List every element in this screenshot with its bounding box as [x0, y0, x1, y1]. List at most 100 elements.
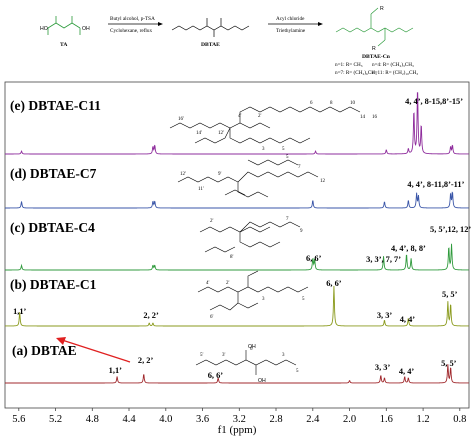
structure-dbtae-numbers: 5' 3' 6 3 5 OH OH: [200, 344, 299, 384]
x-tick-label: 2.4: [306, 414, 320, 425]
step1-condition: Cyclohexane, reflux: [110, 27, 152, 34]
peak-label-dbtae-1: 6, 6’: [208, 371, 224, 380]
svg-text:2': 2': [258, 114, 262, 119]
peak-label-c11-0: 4, 4’, 8-15,8’-15’: [405, 97, 463, 106]
svg-text:2': 2': [210, 219, 214, 224]
svg-text:16: 16: [372, 115, 378, 120]
panel-label-a: (a) DBTAE: [12, 343, 77, 358]
r-def-1: n=1: R= CH₃: [335, 62, 363, 68]
svg-text:7: 7: [286, 217, 289, 222]
ta-oh-right: OH: [82, 26, 90, 32]
peak-label-c4-2: 4, 4’, 8, 8’: [391, 244, 426, 253]
svg-text:10: 10: [350, 101, 356, 106]
x-tick-label: 4.0: [159, 414, 172, 425]
peak-label-dbtae-2: 3, 3’: [375, 363, 391, 372]
x-tick-label: 3.6: [196, 414, 209, 425]
dbtae-scheme-label: DBTAE: [201, 42, 220, 48]
svg-text:OH: OH: [248, 344, 256, 350]
reaction-arrow-1-head: [158, 22, 163, 26]
annotation-layer: 4, 4’, 8-15,8’-15’ 4, 4’, 8-11,8’-11’ 6, 6…: [13, 97, 471, 380]
r-def-2: n=4: R= (CH₂)₃CH₃: [372, 61, 414, 68]
spectrum-line-c11: [5, 92, 469, 155]
svg-text:5': 5': [200, 353, 204, 358]
peak-label-c1-3: 3, 3’: [377, 311, 393, 320]
reaction-arrow-2-head: [318, 22, 323, 26]
x-axis: 5.6 5.2 4.8 4.4 4.0 3.6 3.2 2.8 2.4 2.0 1.6 1.2 0.8 f…: [12, 408, 466, 436]
peak-label-c1-4: 4, 4’: [400, 315, 416, 324]
reaction-scheme: HO OH TA Butyl alcohol, p-TSA Cyclohexan…: [40, 6, 418, 76]
x-tick-label: 4.8: [86, 414, 99, 425]
dbtae-cn-r-bottom: R: [372, 46, 376, 52]
svg-text:9': 9': [218, 172, 222, 177]
x-tick-label: 5.2: [49, 414, 62, 425]
x-tick-label: 0.8: [453, 414, 466, 425]
svg-text:5: 5: [286, 155, 289, 160]
peak-label-c4-1: 3, 3’, 7, 7’: [366, 255, 401, 264]
ta-structure: [47, 16, 81, 35]
svg-text:4': 4': [206, 281, 210, 286]
r-def-3: n=7: R= (CH₂)₆CH₃: [335, 69, 377, 76]
structure-c1: [197, 270, 309, 311]
svg-text:8: 8: [330, 101, 333, 106]
svg-text:7: 7: [298, 165, 301, 170]
plot-frame: [4, 81, 470, 409]
ta-label: TA: [60, 42, 67, 48]
ta-oh-left: HO: [40, 26, 48, 32]
spectra-layer: [5, 92, 469, 384]
panel-label-c: (c) DBTAE-C4: [10, 220, 95, 235]
structure-c4: [199, 221, 301, 253]
x-tick-label: 1.6: [380, 414, 393, 425]
peak-label-c1-5: 5, 5’: [442, 290, 458, 299]
dbtae-cn-scheme-structure: [335, 7, 414, 47]
dbtae-cn-label: DBTAE-Cn: [362, 54, 391, 60]
svg-text:12': 12': [218, 131, 224, 136]
structure-c4-numbers: 2' 7 9 8': [210, 217, 303, 260]
svg-text:6: 6: [250, 347, 253, 352]
red-arrow-head: [56, 337, 66, 345]
svg-text:12': 12': [180, 172, 186, 177]
spectrum-line-c7: [5, 191, 469, 209]
peak-label-dbtae-0: 1,1’: [109, 366, 122, 375]
svg-text:14: 14: [360, 115, 366, 120]
peak-label-dbtae-4: 5, 5’: [441, 359, 457, 368]
structure-c7-numbers: 12' 11' 9' 5 7 12: [180, 155, 326, 192]
x-tick-label: 1.2: [417, 414, 430, 425]
structure-c11-numbers: 16' 14' 12' 4' 2' 3 5 6 8 10 14 16: [178, 101, 378, 152]
svg-text:2': 2': [226, 281, 230, 286]
spectrum-line-dbtae: [5, 364, 469, 384]
svg-text:9: 9: [300, 229, 303, 234]
svg-text:OH: OH: [258, 378, 266, 384]
step2-condition: Triethylamine: [276, 28, 306, 34]
x-tick-label: 4.4: [122, 414, 136, 425]
peak-label-dbtae-5: 2, 2’: [138, 356, 154, 365]
structure-c11: [169, 106, 361, 144]
dbtae-scheme-structure: [171, 18, 250, 37]
x-tick-label: 5.6: [12, 414, 25, 425]
dbtae-cn-r-top: R: [380, 6, 384, 12]
panel-label-d: (d) DBTAE-C7: [10, 166, 97, 181]
step2-reagent: Acyl chloride: [276, 16, 305, 22]
svg-text:3: 3: [262, 147, 265, 152]
peak-label-c1-1: 2, 2’: [143, 311, 159, 320]
peak-label-c1-2: 6, 6’: [326, 279, 342, 288]
svg-text:6': 6': [210, 315, 214, 320]
structure-c7: [177, 159, 319, 198]
peak-label-c1-0: 1,1’: [13, 307, 26, 316]
svg-text:11': 11': [198, 187, 204, 192]
svg-text:3: 3: [282, 353, 285, 358]
panel-label-e: (e) DBTAE-C11: [10, 98, 101, 113]
panel-label-b: (b) DBTAE-C1: [10, 277, 97, 292]
svg-text:8': 8': [230, 255, 234, 260]
structure-dbtae: [195, 350, 297, 375]
x-tick-label: 2.8: [269, 414, 282, 425]
peak-label-c4-3: 5, 5’,12, 12’: [430, 225, 471, 234]
x-tick-label: 3.2: [233, 414, 246, 425]
svg-text:3: 3: [262, 297, 265, 302]
svg-text:16': 16': [178, 117, 184, 122]
peak-label-c7-0: 4, 4’, 8-11,8’-11’: [407, 180, 464, 189]
svg-text:4': 4': [238, 114, 242, 119]
x-axis-label: f1 (ppm): [218, 424, 257, 436]
svg-text:14': 14': [196, 131, 202, 136]
red-arrow-line: [61, 339, 131, 363]
